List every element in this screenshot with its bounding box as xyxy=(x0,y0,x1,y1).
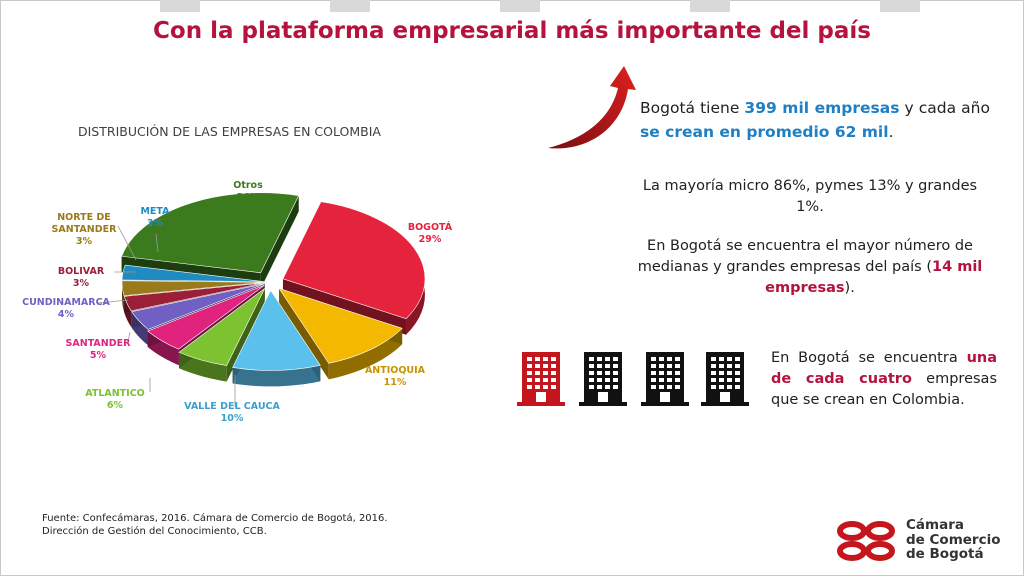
ccb-logo-icon xyxy=(837,521,895,561)
bogota-companies-text: Bogotá tiene 399 mil empresas y cada año… xyxy=(640,99,990,141)
slice-value-label: 3% xyxy=(73,278,90,289)
slice-name-label: ANTIOQUIA xyxy=(365,365,426,376)
logo-text: Cámara de Comercio de Bogotá xyxy=(906,517,1001,562)
leader-line-4 xyxy=(127,331,131,343)
up-arrow-icon xyxy=(548,66,636,149)
slice-value-label: 3% xyxy=(76,236,93,247)
leader-line-8 xyxy=(155,233,159,253)
slice-value-label: 5% xyxy=(90,350,107,361)
slice-name-label: Otros xyxy=(233,180,263,191)
slice-name-label: NORTE DE xyxy=(57,212,111,223)
source-note: Fuente: Confecámaras, 2016. Cámara de Co… xyxy=(42,513,388,537)
slice-name-label: SANTANDER xyxy=(66,338,132,349)
building-icon xyxy=(641,352,689,406)
slice-value-label: 11% xyxy=(384,377,407,388)
slice-value-label: 4% xyxy=(58,309,75,320)
slice-value-label: 10% xyxy=(221,413,244,424)
pie-slice-1 xyxy=(278,287,403,380)
pie-slice-3 xyxy=(178,288,265,382)
slice-value-label: 29% xyxy=(419,234,442,245)
top-decoration xyxy=(0,0,1024,12)
leader-line-7 xyxy=(117,225,137,261)
building-icon xyxy=(579,352,627,406)
slice-name-label: BOGOTÁ xyxy=(408,221,453,233)
slice-name-label: CUNDINAMARCA xyxy=(22,297,110,308)
pie-slice-2 xyxy=(232,289,321,387)
size-distribution-text: La mayoría micro 86%, pymes 13% y grande… xyxy=(642,178,978,215)
building-icon xyxy=(701,352,749,406)
building-icon xyxy=(517,352,565,406)
slice-value-label: 3% xyxy=(147,218,164,229)
leader-line-5 xyxy=(97,299,129,304)
slice-name-label: BOLIVAR xyxy=(58,266,105,277)
slice-name-label: ATLANTICO xyxy=(85,388,145,399)
slice-name-label: VALLE DEL CAUCA xyxy=(184,401,280,412)
medium-large-text: En Bogotá se encuentra el mayor número d… xyxy=(637,238,983,296)
slice-name-label: SANTANDER xyxy=(52,224,118,235)
one-in-four-text: En Bogotá se encuentra una de cada cuatr… xyxy=(771,350,997,408)
slice-name-label: META xyxy=(140,206,170,217)
slice-value-label: 26% xyxy=(237,192,260,203)
slide-title: Con la plataforma empresarial más import… xyxy=(153,18,871,44)
slice-value-label: 6% xyxy=(107,400,124,411)
chart-title: DISTRIBUCIÓN DE LAS EMPRESAS EN COLOMBIA xyxy=(78,124,381,139)
